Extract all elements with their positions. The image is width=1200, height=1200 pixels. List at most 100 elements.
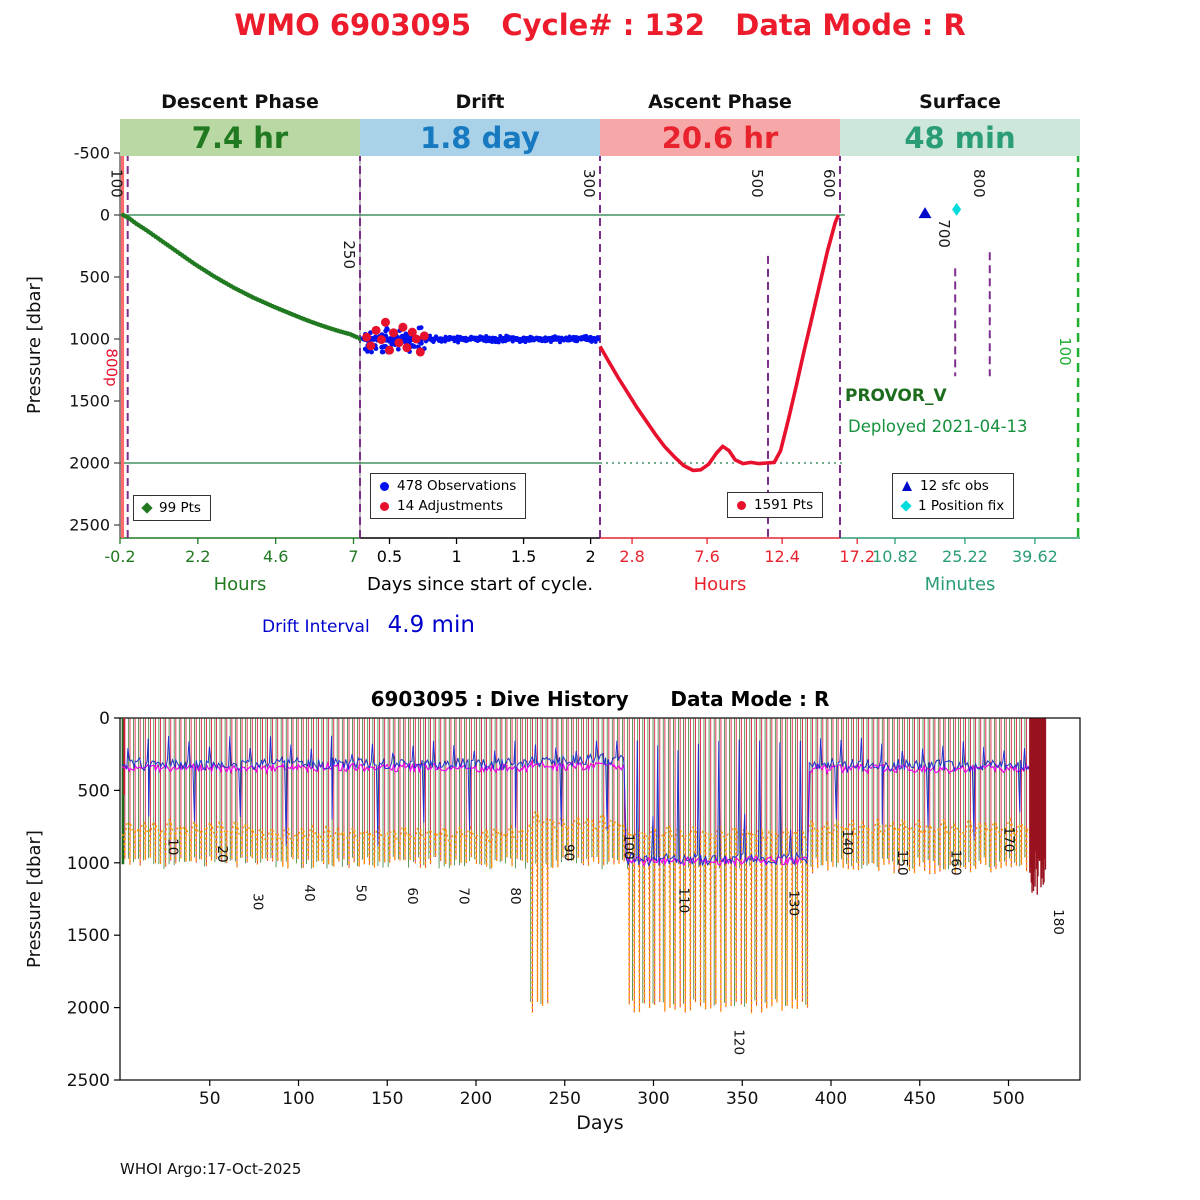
svg-text:300: 300: [637, 1089, 669, 1109]
svg-text:250: 250: [549, 1089, 581, 1109]
phase-header-surface: Surface: [919, 91, 1001, 113]
svg-text:7.6: 7.6: [694, 547, 719, 566]
svg-text:150: 150: [371, 1089, 403, 1109]
svg-text:250: 250: [340, 240, 358, 269]
svg-text:20: 20: [214, 845, 230, 862]
svg-text:200: 200: [460, 1089, 492, 1109]
svg-text:2.2: 2.2: [185, 547, 210, 566]
magenta-series: [121, 759, 1038, 868]
bottom-end-cluster: [1029, 718, 1047, 895]
legend-item: 1 Position fix: [900, 498, 1004, 514]
legend-label: 1591 Pts: [754, 497, 814, 513]
phase-header-descent: Descent Phase: [161, 91, 319, 113]
legend-item: 99 Pts: [141, 500, 201, 516]
svg-text:110: 110: [676, 887, 692, 913]
legend-ascent: 1591 Pts: [727, 492, 824, 518]
svg-text:100: 100: [1056, 337, 1074, 366]
svg-text:2: 2: [586, 547, 596, 566]
svg-text:0: 0: [99, 709, 110, 729]
diamond-marker-icon: [900, 500, 912, 512]
svg-text:10.82: 10.82: [872, 547, 918, 566]
drift-interval: Drift Interval 4.9 min: [262, 612, 475, 638]
svg-text:2000: 2000: [69, 454, 110, 473]
svg-text:-0.2: -0.2: [104, 547, 135, 566]
svg-text:130: 130: [786, 890, 802, 916]
bottom-cycle-labels: 10 20 30 40 50 60 70 80 90 100 110 120 130 140 150 160 1…: [164, 827, 1066, 1056]
svg-text:500: 500: [79, 268, 110, 287]
xlabel-descent: Hours: [213, 574, 267, 595]
svg-text:500: 500: [78, 781, 110, 801]
svg-text:50: 50: [353, 885, 369, 902]
svg-text:4.6: 4.6: [263, 547, 288, 566]
svg-text:60: 60: [404, 887, 420, 904]
svg-text:1: 1: [451, 547, 461, 566]
svg-text:30: 30: [250, 893, 266, 910]
triangle-marker-icon: [902, 481, 912, 491]
float-model-label: PROVOR_V: [845, 386, 947, 406]
legend-item: 12 sfc obs: [902, 478, 1004, 494]
legend-label: 14 Adjustments: [397, 498, 504, 514]
svg-text:100: 100: [282, 1089, 314, 1109]
svg-text:800: 800: [970, 169, 988, 198]
svg-text:-500: -500: [74, 144, 110, 163]
drift-interval-label: Drift Interval: [262, 617, 370, 637]
legend-drift: 478 Observations 14 Adjustments: [370, 473, 527, 519]
dive-history-title: 6903095 : Dive History Data Mode : R: [370, 687, 830, 711]
drift-interval-value: 4.9 min: [387, 612, 475, 638]
bottom-profile-lines: [123, 718, 1038, 1014]
phase-banner-ascent: 20.6 hr: [600, 119, 840, 156]
top-axes: -0.2 2.2 4.6 7 0.5 1 1.5 2 2.8 7.6 12.4 17.210.82 25…: [69, 144, 1080, 566]
bottom-ylabel: Pressure [dbar]: [24, 830, 45, 968]
svg-text:0: 0: [100, 206, 110, 225]
svg-text:10: 10: [164, 838, 180, 855]
top-profile-end-line: 100: [1056, 153, 1080, 538]
svg-text:150: 150: [894, 850, 910, 876]
svg-text:500: 500: [992, 1089, 1024, 1109]
svg-text:700: 700: [935, 219, 953, 248]
svg-text:400: 400: [815, 1089, 847, 1109]
diamond-marker-icon: [141, 502, 153, 514]
svg-text:7: 7: [348, 547, 358, 566]
bottom-xlabel: Days: [576, 1112, 624, 1134]
svg-text:140: 140: [839, 829, 855, 855]
phase-banner-drift: 1.8 day: [360, 119, 600, 156]
svg-text:100: 100: [108, 169, 126, 198]
circle-marker-icon: [380, 481, 389, 491]
top-descent-series: [120, 212, 363, 342]
svg-text:800p: 800p: [102, 348, 120, 386]
deployed-date-label: Deployed 2021-04-13: [848, 417, 1028, 436]
position-fix-diamond-icon: [952, 202, 962, 216]
xlabel-surface: Minutes: [924, 574, 996, 595]
legend-label: 478 Observations: [397, 478, 517, 494]
page-title: WMO 6903095 Cycle# : 132 Data Mode : R: [234, 8, 966, 42]
circle-marker-icon: [737, 500, 746, 510]
svg-text:1500: 1500: [67, 926, 110, 946]
svg-text:100: 100: [621, 834, 637, 860]
xlabel-drift: Days since start of cycle.: [366, 574, 594, 595]
svg-text:90: 90: [560, 844, 576, 861]
blue-series: [121, 735, 1038, 868]
svg-text:1500: 1500: [69, 392, 110, 411]
svg-text:25.22: 25.22: [942, 547, 988, 566]
legend-label: 99 Pts: [159, 500, 201, 516]
svg-text:2000: 2000: [67, 999, 110, 1019]
phase-header-drift: Drift: [455, 91, 505, 113]
bottom-axes: 50 100 150 200 250 300 350 400 450 500 0 500 1000 150…: [67, 709, 1081, 1109]
svg-text:50: 50: [199, 1089, 221, 1109]
legend-label: 12 sfc obs: [920, 478, 989, 494]
svg-text:40: 40: [301, 885, 317, 902]
top-adjustment-series: [362, 317, 429, 357]
legend-item: 14 Adjustments: [380, 498, 516, 514]
sfc-obs-triangle-icon: [918, 207, 932, 219]
svg-text:2.8: 2.8: [619, 547, 644, 566]
svg-text:17.2: 17.2: [839, 547, 875, 566]
svg-text:600: 600: [820, 169, 838, 198]
phase-banner-surface: 48 min: [840, 119, 1080, 156]
svg-text:80: 80: [507, 887, 523, 904]
legend-surface: 12 sfc obs 1 Position fix: [892, 473, 1015, 519]
xlabel-ascent: Hours: [693, 574, 747, 595]
svg-text:500: 500: [748, 169, 766, 198]
svg-text:300: 300: [580, 169, 598, 198]
